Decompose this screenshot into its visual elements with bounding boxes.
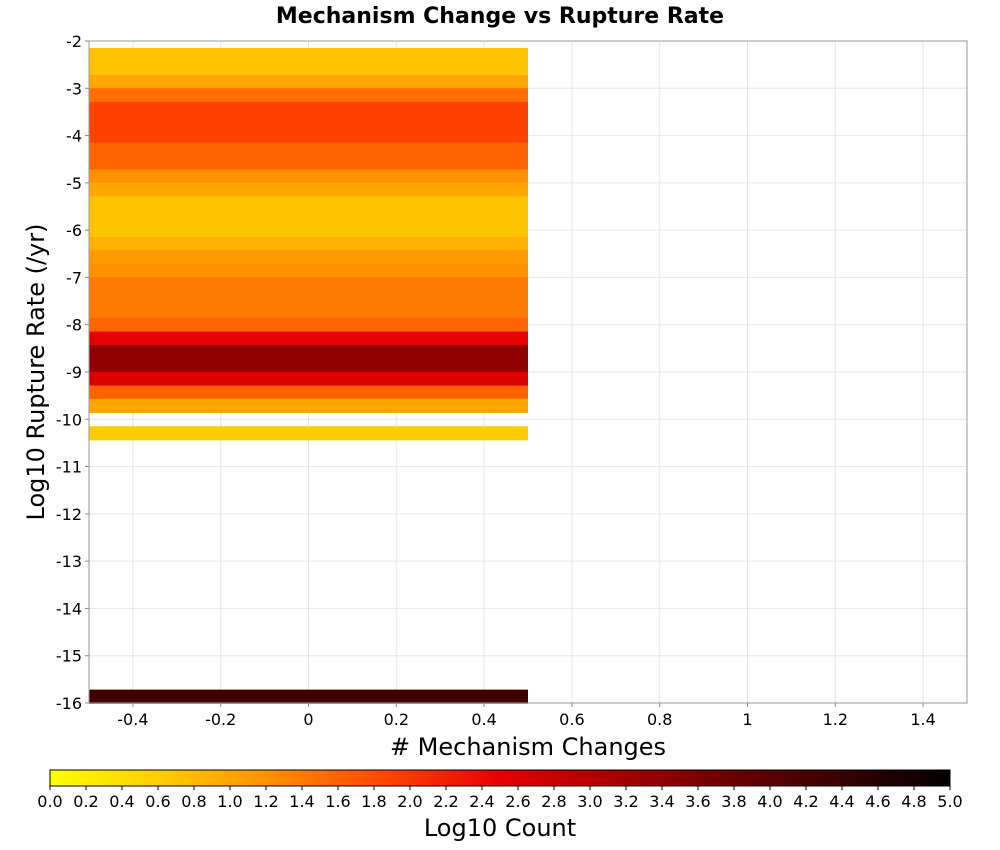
- heatmap-cell: [89, 115, 528, 130]
- x-tick-label: 1.4: [910, 710, 935, 729]
- x-tick-label: 0.2: [384, 710, 409, 729]
- y-tick-label: -2: [66, 32, 82, 51]
- heatmap-cell: [89, 61, 528, 76]
- y-tick-label: -5: [66, 174, 82, 193]
- colorbar: [49, 769, 951, 787]
- chart-title: Mechanism Change vs Rupture Rate: [276, 4, 724, 29]
- x-tick-label: 0.4: [471, 710, 496, 729]
- y-axis-label: Log10 Rupture Rate (/yr): [22, 224, 50, 521]
- x-tick-label: 1: [742, 710, 752, 729]
- colorbar-tick-label: 4.4: [829, 792, 854, 811]
- colorbar-tick-label: 3.0: [577, 792, 602, 811]
- colorbar-tick-label: 0.6: [145, 792, 170, 811]
- x-tick-label: -0.4: [117, 710, 148, 729]
- heatmap-cell: [89, 426, 528, 441]
- colorbar-tick-label: 4.2: [793, 792, 818, 811]
- y-tick-label: -15: [56, 647, 82, 666]
- colorbar-tick-label: 3.2: [613, 792, 638, 811]
- colorbar-tick-label: 2.2: [433, 792, 458, 811]
- heatmap-cell: [89, 317, 528, 333]
- colorbar-tick-label: 3.8: [721, 792, 746, 811]
- colorbar-tick-label: 0.8: [181, 792, 206, 811]
- y-tick-label: -7: [66, 268, 82, 287]
- heatmap-cell: [89, 237, 528, 252]
- colorbar-tick-label: 2.8: [541, 792, 566, 811]
- colorbar-tick-label: 4.6: [865, 792, 890, 811]
- colorbar-tick-label: 2.4: [469, 792, 494, 811]
- x-tick-label: 0.8: [647, 710, 672, 729]
- colorbar-tick-label: 4.8: [901, 792, 926, 811]
- y-tick-label: -16: [56, 694, 82, 713]
- heatmap-cell: [89, 358, 528, 373]
- heatmap-cell: [89, 101, 528, 116]
- y-tick-label: -4: [66, 127, 82, 146]
- colorbar-label: Log10 Count: [424, 814, 576, 842]
- heatmap-cell: [89, 155, 528, 170]
- heatmap-cell: [89, 689, 528, 704]
- colorbar-tick-label: 2.0: [397, 792, 422, 811]
- colorbar-tick-label: 1.2: [253, 792, 278, 811]
- heatmap-cell: [89, 371, 528, 386]
- colorbar-ticks: 0.0 0.2 0.4 0.6 0.8 1.0 1.2 1.4 1.6 1.8 2.0 2.2 2.4 2…: [37, 786, 963, 811]
- y-tick-label: -10: [56, 410, 82, 429]
- heatmap-cell: [89, 74, 528, 90]
- colorbar-tick-label: 4.0: [757, 792, 782, 811]
- colorbar-tick-label: 3.4: [649, 792, 674, 811]
- heatmap-cell: [89, 344, 528, 360]
- heatmap-cell: [89, 47, 528, 63]
- x-axis-ticks: -0.4 -0.2 0 0.2 0.4 0.6 0.8 1 1.2 1.4: [117, 703, 936, 729]
- x-axis-label: # Mechanism Changes: [390, 733, 666, 761]
- heatmap-cell: [89, 398, 528, 413]
- y-tick-label: -12: [56, 505, 82, 524]
- y-tick-label: -14: [56, 599, 82, 618]
- heatmap-cell: [89, 290, 528, 306]
- x-tick-label: 0: [303, 710, 313, 729]
- heatmap-cell: [89, 304, 528, 319]
- heatmap-cell: [89, 277, 528, 292]
- y-tick-label: -13: [56, 552, 82, 571]
- heatmap-cell: [89, 209, 528, 224]
- heatmap-cell: [89, 142, 528, 157]
- x-tick-label: -0.2: [205, 710, 236, 729]
- y-tick-label: -3: [66, 79, 82, 98]
- colorbar-tick-label: 1.4: [289, 792, 314, 811]
- colorbar-tick-label: 1.0: [217, 792, 242, 811]
- y-tick-label: -8: [66, 316, 82, 335]
- y-tick-label: -9: [66, 363, 82, 382]
- colorbar-tick-label: 0.0: [37, 792, 62, 811]
- heatmap-cell: [89, 128, 528, 143]
- heatmap-cell: [89, 385, 528, 400]
- heatmap-cell: [89, 223, 528, 238]
- colorbar-tick-label: 1.6: [325, 792, 350, 811]
- y-tick-label: -6: [66, 221, 82, 240]
- y-axis-ticks: -2 -3 -4 -5 -6 -7 -8 -9 -10 -11 -12 -13 -14 -15 -16: [56, 32, 89, 713]
- heatmap-cell: [89, 196, 528, 211]
- colorbar-tick-label: 5.0: [937, 792, 962, 811]
- colorbar-tick-label: 3.6: [685, 792, 710, 811]
- heatmap-cell: [89, 182, 528, 197]
- colorbar-tick-label: 0.4: [109, 792, 134, 811]
- heatmap-cell: [89, 169, 528, 184]
- colorbar-tick-label: 0.2: [73, 792, 98, 811]
- heatmap-cell: [89, 250, 528, 265]
- heatmap-cell: [89, 88, 528, 103]
- colorbar-tick-label: 2.6: [505, 792, 530, 811]
- x-tick-label: 0.6: [559, 710, 584, 729]
- y-tick-label: -11: [56, 458, 82, 477]
- colorbar-tick-label: 1.8: [361, 792, 386, 811]
- heatmap-cells: [89, 47, 528, 704]
- x-tick-label: 1.2: [823, 710, 848, 729]
- heatmap-cell: [89, 331, 528, 346]
- heatmap-cell: [89, 264, 528, 279]
